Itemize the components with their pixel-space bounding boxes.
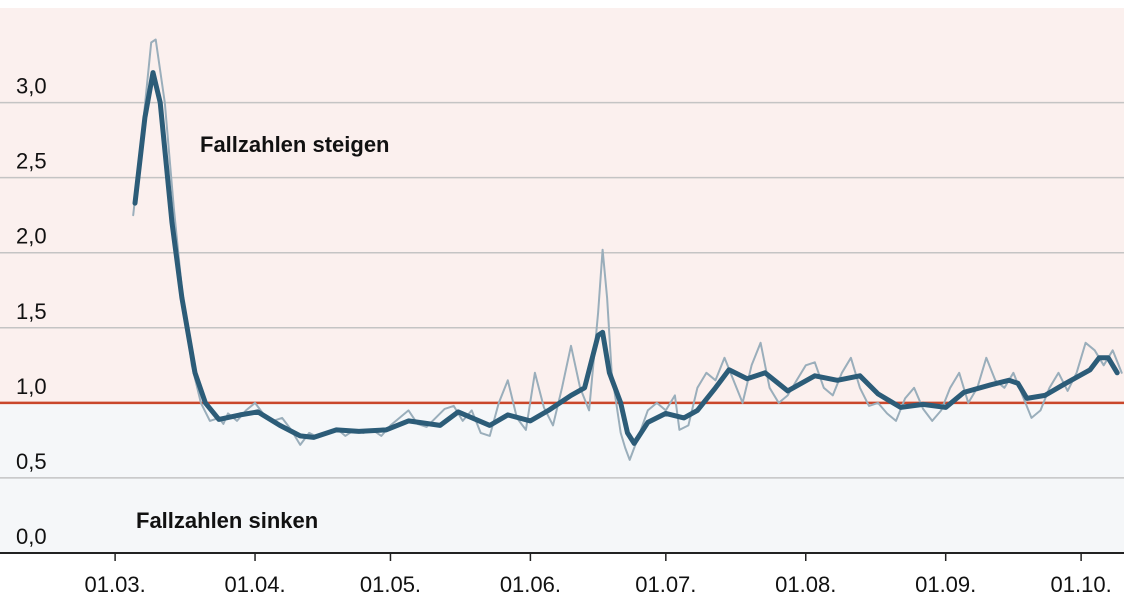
- x-tick-label: 01.08.: [775, 572, 836, 597]
- y-tick-label: 0,5: [16, 449, 47, 474]
- x-tick-label: 01.10.: [1051, 572, 1112, 597]
- annotation: Fallzahlen steigen: [200, 132, 390, 157]
- y-tick-label: 0,0: [16, 524, 47, 549]
- x-tick-label: 01.06.: [500, 572, 561, 597]
- y-tick-label: 2,0: [16, 224, 47, 249]
- annotation: Fallzahlen sinken: [136, 508, 318, 533]
- x-tick-label: 01.07.: [635, 572, 696, 597]
- y-tick-label: 1,0: [16, 374, 47, 399]
- y-tick-label: 1,5: [16, 299, 47, 324]
- x-tick-label: 01.05.: [360, 572, 421, 597]
- y-tick-label: 3,0: [16, 74, 47, 99]
- x-tick-label: 01.09.: [915, 572, 976, 597]
- y-tick-label: 2,5: [16, 149, 47, 174]
- x-tick-label: 01.03.: [85, 572, 146, 597]
- x-tick-label: 01.04.: [224, 572, 285, 597]
- series-line: [132, 70, 1120, 446]
